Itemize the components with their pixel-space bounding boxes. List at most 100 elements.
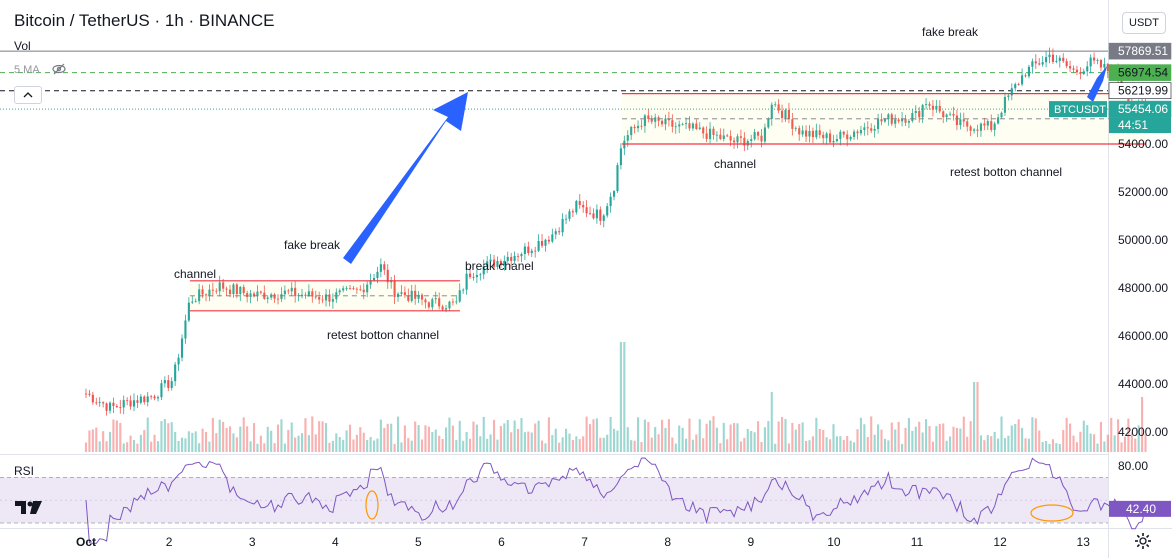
candle-body xyxy=(911,113,914,122)
volume-bar xyxy=(170,422,173,452)
rsi-highlight xyxy=(1030,504,1074,522)
volume-bar xyxy=(853,442,856,452)
volume-bar xyxy=(1065,417,1068,452)
volume-bar xyxy=(431,431,434,452)
candle xyxy=(547,235,550,245)
volume-bar xyxy=(537,420,540,452)
candle xyxy=(757,131,760,141)
volume-bar xyxy=(955,427,958,452)
candle xyxy=(928,101,931,110)
candle xyxy=(712,126,715,140)
candle-body xyxy=(177,357,180,365)
volume-bar xyxy=(856,429,859,452)
candle-body xyxy=(1024,75,1027,77)
volume-bar xyxy=(534,423,537,452)
gear-icon[interactable] xyxy=(1134,532,1152,550)
candle-body xyxy=(126,400,129,401)
volume-bar xyxy=(1089,433,1092,452)
candle-body xyxy=(475,275,478,278)
candle xyxy=(1038,58,1041,66)
candle xyxy=(739,129,742,145)
candle-body xyxy=(1048,54,1051,58)
volume-bar xyxy=(739,441,742,452)
trend-arrow xyxy=(343,92,468,264)
candle-body xyxy=(901,118,904,122)
candle xyxy=(122,395,125,415)
candle xyxy=(1093,52,1096,65)
candle-body xyxy=(825,133,828,139)
candle-body xyxy=(993,123,996,130)
candle xyxy=(887,113,890,126)
candle xyxy=(585,200,588,218)
candle-body xyxy=(102,402,105,404)
candle-body xyxy=(150,396,153,398)
candle-body xyxy=(1079,72,1082,74)
candle-body xyxy=(979,123,982,131)
candle xyxy=(468,266,472,279)
x-tick-label: 7 xyxy=(581,535,588,549)
collapse-legend-button[interactable] xyxy=(14,86,42,104)
candle xyxy=(527,241,530,256)
eye-hidden-icon[interactable] xyxy=(52,62,66,76)
volume-bar xyxy=(211,417,214,452)
ma-label[interactable]: 5 MA xyxy=(14,64,40,76)
candle xyxy=(177,353,180,371)
candle xyxy=(907,118,910,129)
candle-body xyxy=(904,118,907,123)
candle-body xyxy=(777,104,780,111)
price-tag-value: 57869.51 xyxy=(1118,44,1168,58)
candle-body xyxy=(163,380,166,384)
candle xyxy=(633,124,636,134)
volume-bar xyxy=(396,416,400,452)
rsi-highlight xyxy=(365,490,379,520)
candle xyxy=(832,134,835,148)
volume-bar xyxy=(307,435,310,452)
candle xyxy=(1096,58,1099,65)
candle xyxy=(719,128,722,141)
candle-body xyxy=(88,393,91,395)
symbol-title[interactable]: Bitcoin / TetherUS · 1h · BINANCE xyxy=(14,11,275,30)
volume-bar xyxy=(400,442,403,452)
price-tag-value: 56219.99 xyxy=(1118,84,1168,98)
x-tick-label: 4 xyxy=(332,535,339,549)
candle-body xyxy=(194,301,197,303)
candle-body xyxy=(853,131,856,137)
candle xyxy=(112,397,115,413)
candle xyxy=(1082,68,1085,76)
volume-bar xyxy=(667,419,670,452)
candle xyxy=(894,114,897,128)
volume-bar xyxy=(688,418,691,452)
candle-body xyxy=(811,130,814,138)
candle xyxy=(311,288,314,303)
candle xyxy=(863,122,866,136)
candle-body xyxy=(1089,57,1092,67)
candle-body xyxy=(486,261,489,267)
candle xyxy=(839,129,842,146)
volume-bar xyxy=(794,429,797,452)
candle xyxy=(636,120,640,133)
candle xyxy=(959,112,962,130)
candle-body xyxy=(770,104,773,119)
candle-body xyxy=(414,290,417,299)
currency-button[interactable]: USDT xyxy=(1122,12,1166,34)
volume-bar xyxy=(1120,442,1123,452)
candle xyxy=(743,132,746,152)
volume-bar xyxy=(1117,419,1120,452)
x-tick-label: 2 xyxy=(166,535,173,549)
candle xyxy=(1069,60,1072,73)
volume-bar xyxy=(1082,420,1085,452)
volume-bar xyxy=(160,421,163,452)
volume-bar xyxy=(465,431,468,452)
candle xyxy=(732,137,736,149)
candle-body xyxy=(684,123,688,125)
candle-body xyxy=(918,110,921,118)
candle xyxy=(170,377,173,391)
candle xyxy=(143,395,146,405)
volume-bar xyxy=(273,443,276,452)
candle-body xyxy=(318,297,321,300)
candle xyxy=(280,287,283,302)
volume-bar xyxy=(554,428,557,452)
candle-body xyxy=(239,286,242,295)
x-tick-label: 6 xyxy=(498,535,505,549)
